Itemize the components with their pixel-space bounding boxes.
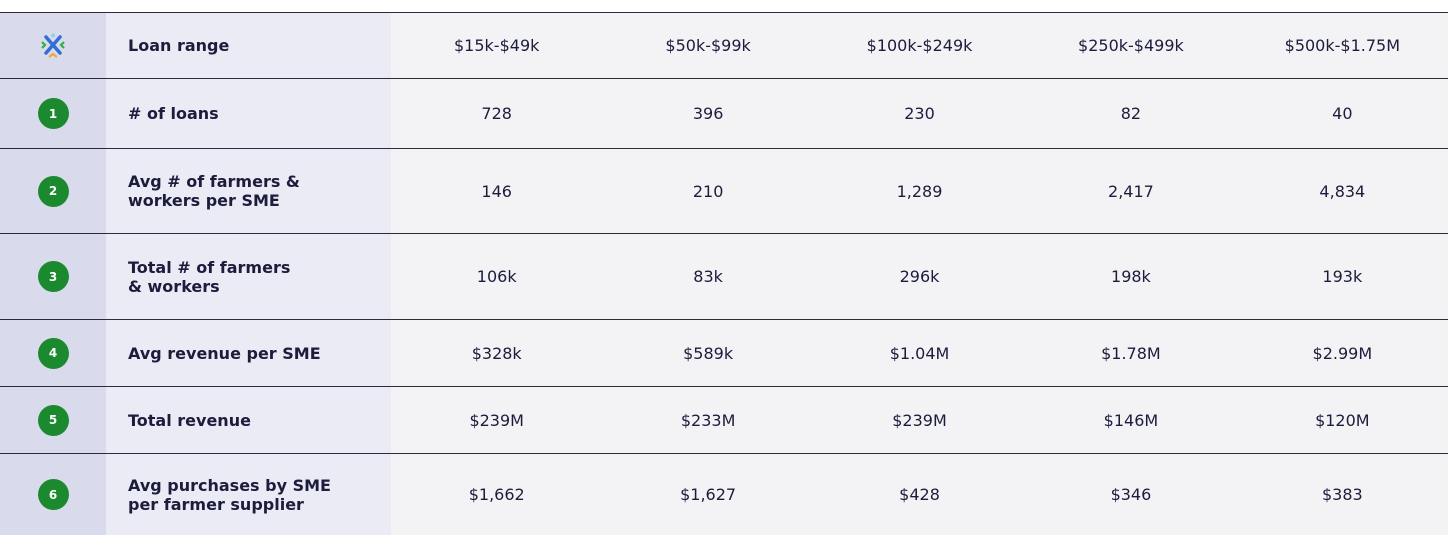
cell: 2,417: [1025, 149, 1237, 233]
cell: $233M: [602, 387, 814, 453]
cell: $328k: [391, 320, 603, 386]
cell: $1,627: [602, 454, 814, 535]
cell: $239M: [391, 387, 603, 453]
logo: [41, 33, 65, 58]
number-badge: 6: [37, 479, 69, 510]
cell: $428: [813, 454, 1026, 535]
cell: 1,289: [813, 149, 1026, 233]
cell: 82: [1025, 79, 1237, 148]
cell: 106k: [391, 234, 603, 319]
column-header: $50k-$99k: [602, 13, 814, 78]
cell: $346: [1025, 454, 1237, 535]
column-header: $250k-$499k: [1025, 13, 1237, 78]
table-row: 3 Total # of farmers & workers 106k 83k 296k…: [0, 233, 1448, 319]
table-row: 2 Avg # of farmers & workers per SME 146 21…: [0, 148, 1448, 233]
number-cell: 3: [0, 234, 106, 319]
cell: $239M: [813, 387, 1026, 453]
cell: 396: [602, 79, 814, 148]
table: Loan range $15k-$49k $50k-$99k $100k-$249k $…: [0, 12, 1448, 535]
cell: $383: [1236, 454, 1448, 535]
header-row: Loan range $15k-$49k $50k-$99k $100k-$249k $…: [0, 13, 1448, 78]
number-badge: 5: [37, 404, 69, 436]
cell: 198k: [1025, 234, 1237, 319]
row-label: # of loans: [106, 79, 391, 148]
header-label: Loan range: [106, 13, 391, 78]
cell: 146: [391, 149, 603, 233]
cell: $120M: [1236, 387, 1448, 453]
cell: $1.04M: [813, 320, 1026, 386]
table-row: 4 Avg revenue per SME $328k $589k $1.04M $1.7…: [0, 319, 1448, 386]
column-header: $100k-$249k: [813, 13, 1026, 78]
cell: 83k: [602, 234, 814, 319]
cell: 728: [391, 79, 603, 148]
cell: 193k: [1236, 234, 1448, 319]
table-row: 6 Avg purchases by SME per farmer supplie…: [0, 453, 1448, 535]
logo-cell: [0, 13, 106, 78]
number-cell: 4: [0, 320, 106, 386]
number-cell: 1: [0, 79, 106, 148]
cell: 210: [602, 149, 814, 233]
number-cell: 6: [0, 454, 106, 535]
table-row: 5 Total revenue $239M $233M $239M $146M $120M: [0, 386, 1448, 453]
number-badge: 4: [37, 337, 69, 369]
cell: $2.99M: [1236, 320, 1448, 386]
cell: $1.78M: [1025, 320, 1237, 386]
number-badge: 3: [37, 261, 69, 292]
row-label: Total # of farmers & workers: [106, 234, 391, 319]
cell: $1,662: [391, 454, 603, 535]
column-header: $15k-$49k: [391, 13, 603, 78]
row-label: Avg revenue per SME: [106, 320, 391, 386]
cell: 4,834: [1236, 149, 1448, 233]
number-badge: 1: [37, 98, 69, 129]
cell: 230: [813, 79, 1026, 148]
row-label: Total revenue: [106, 387, 391, 453]
row-label: Avg purchases by SME per farmer supplier: [106, 454, 391, 535]
column-header: $500k-$1.75M: [1236, 13, 1448, 78]
number-cell: 2: [0, 149, 106, 233]
number-badge: 2: [37, 175, 69, 207]
cell: 40: [1236, 79, 1448, 148]
number-cell: 5: [0, 387, 106, 453]
row-label: Avg # of farmers & workers per SME: [106, 149, 391, 233]
cell: $146M: [1025, 387, 1237, 453]
table-row: 1 # of loans 728 396 230 82 40: [0, 78, 1448, 148]
cell: $589k: [602, 320, 814, 386]
cell: 296k: [813, 234, 1026, 319]
